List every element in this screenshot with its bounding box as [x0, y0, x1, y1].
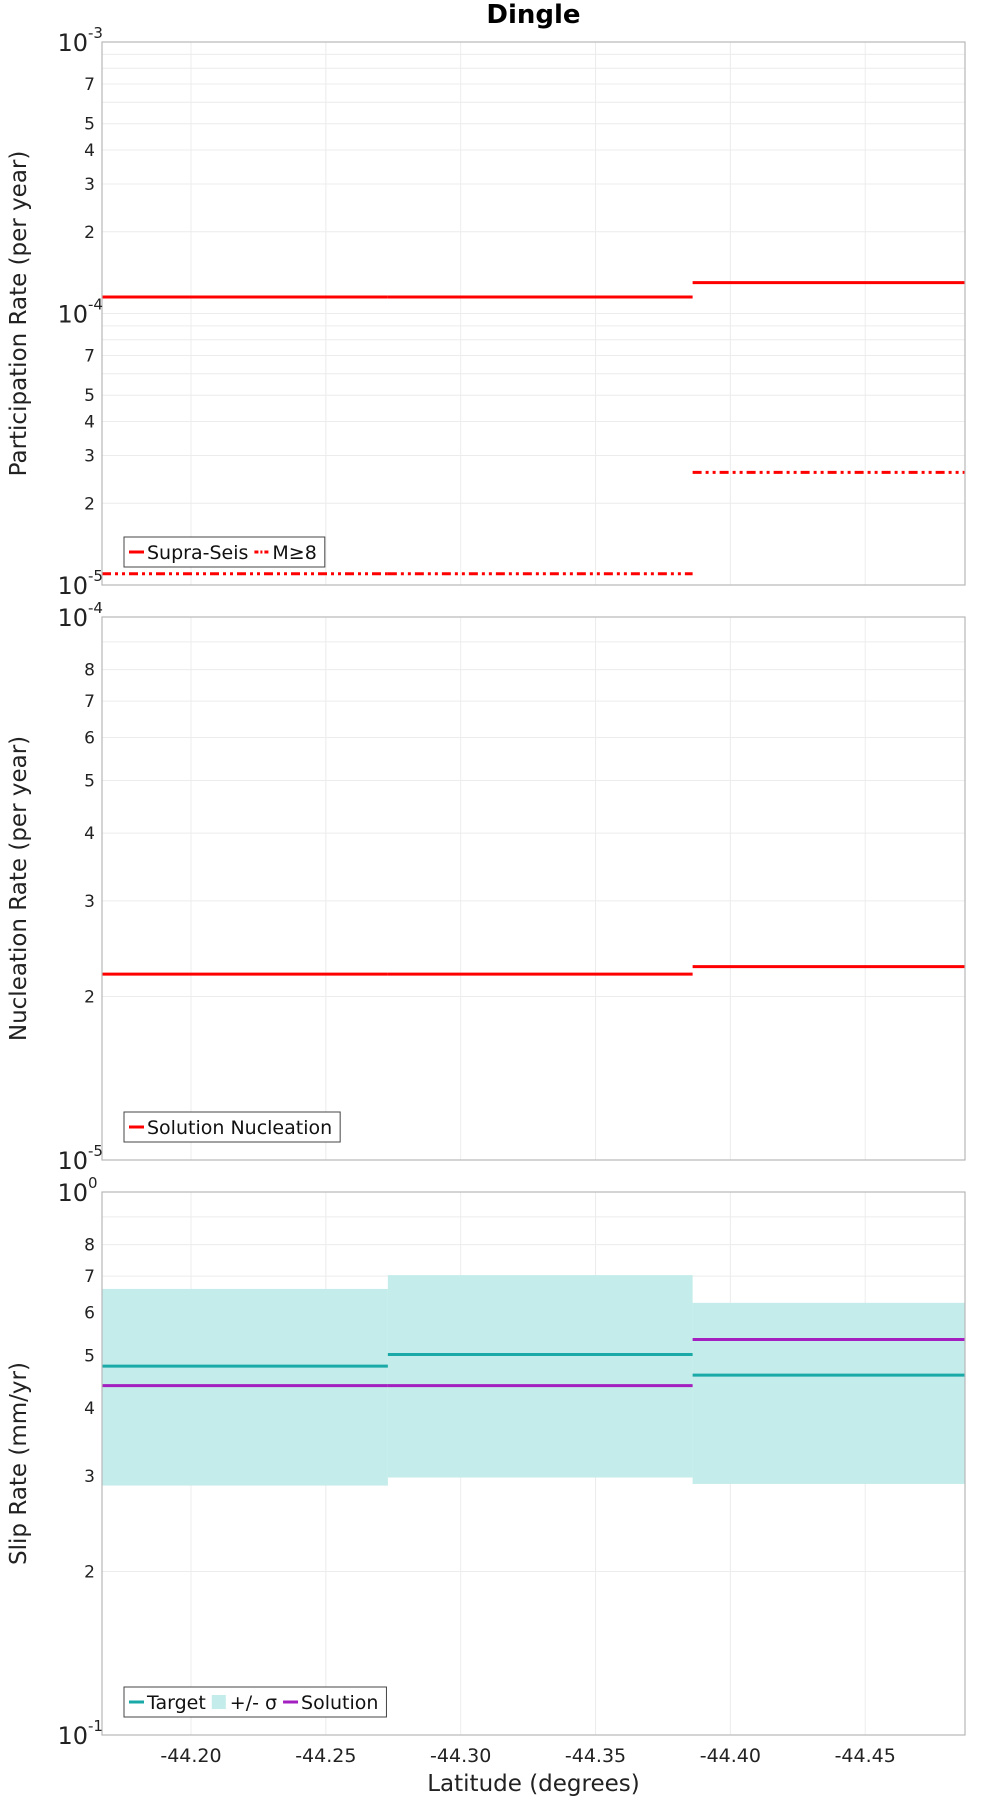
y-tick-label: 2: [84, 494, 95, 514]
y-tick-label: 4: [84, 824, 95, 844]
y-decade-label-exponent: -5: [88, 1142, 103, 1160]
y-tick-label: 5: [84, 771, 95, 791]
sigma-band-segment: [102, 1288, 388, 1486]
y-tick-label: 5: [84, 115, 95, 135]
y-tick-label: 5: [84, 1346, 95, 1366]
y-tick-label: 2: [84, 223, 95, 243]
y-decade-label-exponent: -5: [88, 567, 103, 585]
y-axis-title: Participation Rate (per year): [6, 151, 32, 477]
x-axis-title: Latitude (degrees): [427, 1771, 640, 1797]
y-decade-label-base: 10: [57, 1147, 88, 1175]
y-tick-label: 7: [84, 1267, 95, 1287]
legend-box: [123, 1686, 387, 1718]
y-decade-label-exponent: -4: [88, 296, 103, 314]
chart-title: Dingle: [486, 0, 580, 30]
y-decade-label-base: 10: [57, 604, 88, 632]
y-decade-label-base: 10: [57, 301, 88, 329]
y-tick-label: 4: [84, 1399, 95, 1419]
y-decade-label-exponent: 0: [88, 1174, 98, 1192]
legend-label: Solution: [301, 1692, 378, 1714]
legend-label: Target: [146, 1692, 206, 1714]
y-tick-label: 7: [84, 692, 95, 712]
legend-label: Solution Nucleation: [147, 1117, 332, 1139]
y-tick-label: 7: [84, 347, 95, 367]
plot-frame: [101, 616, 966, 1161]
x-tick-label: -44.35: [565, 1745, 626, 1767]
sigma-band-segment: [692, 1302, 965, 1484]
y-tick-label: 6: [84, 728, 95, 748]
plot-frame: [101, 1191, 966, 1736]
legend-swatch: [211, 1695, 226, 1709]
legend-box: [123, 536, 326, 568]
y-tick-label: 2: [84, 1563, 95, 1583]
legend-box: [123, 1111, 341, 1143]
legend: Supra-Seis M≥8: [123, 536, 326, 568]
y-decade-label-base: 10: [57, 572, 88, 600]
legend-label: +/- σ: [230, 1692, 277, 1714]
sigma-band-segment: [387, 1275, 693, 1478]
x-tick-label: -44.45: [835, 1745, 896, 1767]
y-tick-label: 3: [84, 892, 95, 912]
y-tick-label: 4: [84, 141, 95, 161]
y-tick-label: 4: [84, 413, 95, 433]
legend-label: Supra-Seis: [147, 542, 248, 564]
y-tick-label: 7: [84, 75, 95, 95]
y-axis-title: Nucleation Rate (per year): [6, 736, 32, 1041]
y-tick-label: 8: [84, 1236, 95, 1256]
plot-area: [102, 617, 965, 1160]
y-decade-label-base: 10: [57, 1179, 88, 1207]
y-axis-title: Slip Rate (mm/yr): [6, 1362, 32, 1565]
y-tick-label: 8: [84, 661, 95, 681]
y-decade-label-base: 10: [57, 29, 88, 57]
legend-label: M≥8: [272, 542, 316, 564]
legend: Solution Nucleation: [123, 1111, 341, 1143]
x-tick-label: -44.25: [295, 1745, 356, 1767]
y-tick-label: 5: [84, 386, 95, 406]
y-decade-label-exponent: -4: [88, 599, 103, 617]
y-decade-label-exponent: -1: [88, 1717, 103, 1735]
y-decade-label-base: 10: [57, 1722, 88, 1750]
y-tick-label: 3: [84, 1467, 95, 1487]
y-tick-label: 3: [84, 446, 95, 466]
y-decade-label-exponent: -3: [88, 24, 103, 42]
plot-frame: [101, 41, 966, 586]
x-tick-label: -44.40: [700, 1745, 761, 1767]
y-tick-label: 3: [84, 175, 95, 195]
x-tick-label: -44.20: [160, 1745, 221, 1767]
legend: Target +/- σ Solution: [123, 1686, 387, 1718]
y-tick-label: 6: [84, 1303, 95, 1323]
y-tick-label: 2: [84, 988, 95, 1008]
x-tick-label: -44.30: [430, 1745, 491, 1767]
